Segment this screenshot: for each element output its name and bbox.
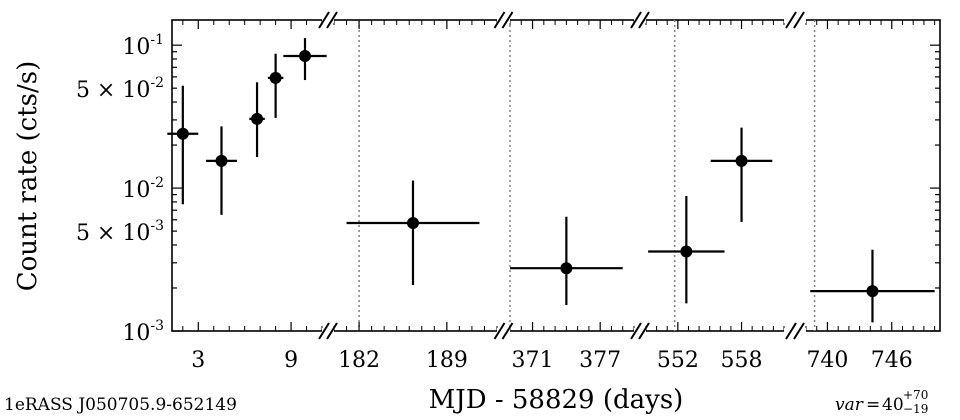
- y-tick-label: 10-2: [122, 175, 164, 203]
- axis-break-slash: [793, 11, 805, 29]
- axis-break-slash: [501, 11, 514, 29]
- axis-break-slash: [318, 11, 330, 29]
- y-axis-label: Count rate (cts/s): [13, 61, 43, 292]
- y-tick-label: 5 × 10-2: [76, 75, 164, 103]
- axis-break-slash: [318, 322, 330, 340]
- axis-break-top: [318, 11, 338, 29]
- axis-break-top: [630, 11, 650, 29]
- x-tick-label: 377: [579, 348, 621, 373]
- plot-frame: [171, 19, 941, 332]
- variability-lower-error: −19: [903, 402, 928, 416]
- data-marker: [298, 49, 311, 62]
- axis-break-gap: [497, 17, 510, 23]
- axis-break-gap: [634, 17, 646, 23]
- axis-break-bottom: [318, 322, 338, 340]
- data-point: [710, 127, 773, 222]
- x-tick-label: 9: [284, 348, 298, 373]
- axis-break-slash: [630, 11, 642, 29]
- axis-break-slash: [326, 11, 338, 29]
- data-marker: [560, 262, 573, 275]
- axis-break-slash: [630, 322, 642, 340]
- axis-break-marks: [318, 11, 806, 340]
- axis-break-bottom: [630, 322, 650, 340]
- variability-equals: =: [866, 395, 880, 415]
- variability-annotation: var = 40 +70 −19: [835, 388, 928, 416]
- x-tick-label: 371: [512, 348, 554, 373]
- data-point: [267, 53, 284, 118]
- axis-break-slash: [793, 322, 805, 340]
- variability-value: 40: [882, 395, 904, 415]
- axis-break-gap: [784, 328, 806, 334]
- data-marker: [215, 154, 228, 167]
- axis-break-slash: [493, 11, 506, 29]
- data-marker: [735, 154, 748, 167]
- data-point: [283, 38, 327, 81]
- x-tick-label: 740: [806, 348, 848, 373]
- data-point: [510, 216, 623, 306]
- axis-break-gap: [497, 328, 510, 334]
- data-points: [167, 38, 935, 323]
- variability-symbol: var: [835, 395, 864, 415]
- segment-divider-layer: [358, 20, 816, 331]
- data-point: [249, 82, 265, 158]
- data-point: [810, 249, 935, 323]
- axis-break-gap: [784, 17, 806, 23]
- axis-break-slash: [326, 322, 338, 340]
- axis-break-gap: [634, 328, 646, 334]
- data-marker: [269, 71, 282, 84]
- data-point: [167, 85, 199, 205]
- data-point: [206, 126, 237, 215]
- axis-break-gap: [322, 17, 334, 23]
- data-marker: [680, 245, 693, 258]
- source-name-label: 1eRASS J050705.9-652149: [4, 395, 237, 415]
- axis-break-top: [784, 11, 806, 29]
- axis-break-slash: [638, 322, 650, 340]
- axis-break-slash: [785, 322, 797, 340]
- data-point: [648, 196, 725, 304]
- axis-break-gap: [322, 328, 334, 334]
- y-tick-label: 10-3: [122, 318, 164, 346]
- x-tick-label: 746: [871, 348, 913, 373]
- x-tick-label: 182: [338, 348, 380, 373]
- variability-upper-error: +70: [903, 388, 928, 402]
- data-point: [346, 180, 480, 285]
- axis-break-slash: [501, 322, 514, 340]
- x-tick-label: 189: [426, 348, 468, 373]
- axis-break-bottom: [493, 322, 514, 340]
- y-axis-ticks: 10-1 5 × 10-2 10-2 5 × 10-3 10-3: [76, 32, 940, 346]
- axis-break-bottom: [784, 322, 806, 340]
- data-marker: [251, 112, 264, 125]
- axis-break-top: [493, 11, 514, 29]
- x-tick-label: 552: [657, 348, 699, 373]
- x-axis-label: MJD - 58829 (days): [429, 385, 684, 415]
- y-tick-label: 5 × 10-3: [76, 218, 164, 246]
- data-marker: [866, 285, 879, 298]
- y-tick-label: 10-1: [122, 32, 164, 60]
- x-tick-label: 3: [191, 348, 205, 373]
- axis-break-slash: [785, 11, 797, 29]
- data-marker: [176, 127, 189, 140]
- axis-break-slash: [638, 11, 650, 29]
- x-tick-label: 558: [721, 348, 763, 373]
- data-marker: [406, 216, 419, 229]
- x-axis-ticks: 3 9 182 189 371 377 552 558 740 746: [182, 20, 936, 373]
- axis-break-slash: [493, 322, 506, 340]
